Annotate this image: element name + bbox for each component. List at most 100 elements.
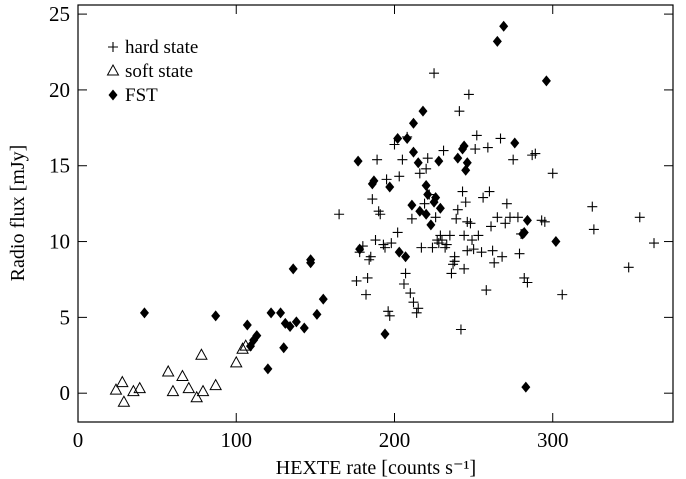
plus-marker [381,174,392,185]
plot-frame [77,4,674,423]
triangle-marker [117,395,131,407]
diamond-marker [393,132,403,144]
plus-marker [500,218,511,229]
legend-label: soft state [125,61,193,82]
triangle-marker [106,63,120,76]
plus-marker [383,306,394,317]
plus-marker [365,251,376,262]
diamond-marker [380,328,390,340]
plus-marker [462,216,473,227]
plus-marker [414,168,425,179]
diamond-marker [519,226,529,238]
diamond-marker [108,89,118,101]
plus-marker [406,213,417,224]
x-tick-label: 200 [379,428,411,452]
y-tick-label: 20 [49,78,70,102]
plus-marker [351,275,362,286]
plus-marker [459,230,470,241]
diamond-marker [453,152,463,164]
plus-marker [430,212,441,223]
diamond-marker [435,202,445,214]
diamond-marker [299,322,309,334]
plus-marker [394,171,405,182]
plus-marker [467,235,478,246]
diamond-marker [291,316,301,328]
plus-marker [422,153,433,164]
plus-marker [463,89,474,100]
diamond-marker [252,330,262,342]
diamond-marker [306,254,316,266]
diamond-marker [421,179,431,191]
plus-marker [459,263,470,274]
y-tick-label: 0 [60,381,71,405]
diamond-marker [279,342,289,354]
diamond-marker [521,381,531,393]
x-tick-label: 300 [537,428,569,452]
diamond-marker [402,132,412,144]
plus-marker [392,227,403,238]
diamond-marker [462,157,472,169]
plus-marker [539,216,550,227]
plus-marker [484,186,495,197]
diamond-marker [139,307,149,319]
diamond-marker [459,140,469,152]
diamond-marker [266,307,276,319]
plus-marker [530,148,541,159]
plus-marker [419,198,430,209]
diamond-marker [431,192,441,204]
plus-marker [361,289,372,300]
diamond-marker [312,308,322,320]
plus-marker [446,268,457,279]
plus-marker [587,201,598,212]
diamond-marker [385,181,395,193]
plus-marker [481,285,492,296]
diamond-marker [510,137,520,149]
y-tick-label: 5 [60,305,71,329]
diamond-marker [288,263,298,275]
plus-marker [397,154,408,165]
plus-marker [492,212,503,223]
triangle-marker [196,384,210,397]
diamond-marker [522,214,532,226]
diamond-marker [461,164,471,176]
plus-marker [487,245,498,256]
triangle-marker [166,384,180,397]
plus-marker [489,257,500,268]
diamond-marker [434,155,444,167]
plus-marker [482,142,493,153]
plus-marker [411,307,422,318]
plus-marker [444,230,455,241]
plus-marker [429,68,440,79]
x-tick-label: 0 [73,428,84,452]
plus-marker [557,289,568,300]
x-axis-label: HEXTE rate [counts s⁻¹] [276,457,476,479]
plus-marker [421,163,432,174]
plus-marker [462,245,473,256]
plus-marker [508,154,519,165]
plus-marker [449,251,460,262]
triangle-marker [176,369,189,382]
triangle-marker [236,342,249,354]
plus-marker [362,272,373,283]
plus-marker [454,106,465,117]
plus-marker [468,244,479,255]
plus-marker [372,154,383,165]
plus-marker [386,238,397,249]
diamond-marker [353,155,363,167]
plus-marker [512,212,523,223]
y-tick-label: 15 [49,154,70,178]
diamond-marker [401,251,411,263]
plus-marker [501,198,512,209]
plus-marker [334,209,345,220]
triangle-marker [127,384,140,397]
plus-marker [486,221,497,232]
plus-marker [384,310,395,321]
triangle-marker [229,355,243,368]
plus-marker [476,247,487,258]
plus-marker [438,145,449,156]
plus-marker [460,197,471,208]
triangle-marker [109,383,123,395]
plus-marker [416,242,427,253]
plus-marker [588,224,599,235]
diamond-marker [499,20,509,32]
